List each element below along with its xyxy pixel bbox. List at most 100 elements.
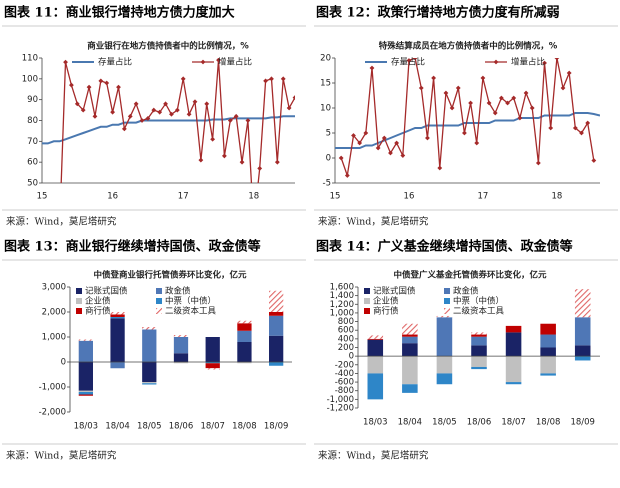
bar-segment (367, 373, 384, 400)
bar-segment (142, 382, 157, 384)
bar-segment (78, 392, 93, 395)
y-tick-label: 100 (22, 74, 38, 84)
series-line (340, 58, 595, 176)
y-tick-label: -1,000 (327, 395, 354, 405)
marker (400, 153, 406, 158)
marker (529, 105, 535, 111)
marker (180, 76, 186, 82)
bar-segment (367, 356, 384, 374)
marker (535, 160, 541, 166)
marker (245, 118, 251, 123)
bar-segment (367, 339, 384, 357)
chart-title: 特殊结算成员在地方债持债者中的比例情况，% (379, 41, 558, 52)
legend-label: 企业债 (85, 296, 111, 307)
x-tick-label: 17 (178, 192, 189, 202)
x-tick-label: 18/04 (398, 418, 423, 428)
heading: 图表 14：广义基金继续增持国债、政金债等 (316, 239, 573, 255)
marker (116, 84, 121, 90)
bar-segment (574, 289, 591, 318)
marker (257, 166, 263, 171)
marker (591, 158, 597, 163)
y-tick-label: -800 (335, 386, 354, 396)
bar-segment (402, 336, 418, 344)
bar-segment (540, 347, 556, 357)
marker (468, 100, 473, 106)
source: 来源：Wind，莫尼塔研究 (318, 450, 429, 462)
bar-segment (505, 382, 522, 385)
marker (186, 111, 192, 117)
bar-segment (367, 338, 384, 340)
y-tick-label: -200 (335, 360, 354, 370)
legend-label: 增量占比 (218, 57, 252, 68)
bar-segment (173, 337, 189, 354)
legend-swatch (364, 308, 370, 314)
bar-segment (237, 330, 252, 342)
legend-label: 政金债 (453, 286, 479, 297)
legend-label: 存量占比 (98, 57, 132, 68)
y-tick-label: 80 (27, 116, 38, 126)
bar-segment (205, 362, 220, 364)
bar-segment (173, 353, 189, 362)
marker (437, 165, 443, 171)
bar-segment (205, 363, 220, 369)
legend-swatch (76, 288, 82, 294)
bar-segment (237, 342, 252, 362)
x-tick-label: 18/06 (169, 422, 194, 432)
y-tick-label: -5 (323, 179, 331, 189)
marker (517, 115, 523, 121)
source: 来源：Wind，莫尼塔研究 (6, 216, 117, 228)
bar-segment (540, 373, 556, 376)
y-tick-label: 800 (338, 317, 354, 327)
plot (335, 58, 600, 178)
marker (104, 80, 110, 86)
marker (151, 107, 157, 113)
bar-segment (205, 337, 220, 362)
legend-label: 二级资本工具 (165, 306, 217, 317)
marker (92, 113, 98, 119)
marker (127, 113, 133, 119)
bar-segment (540, 334, 556, 348)
marker (388, 150, 393, 156)
bar-segment (574, 356, 591, 361)
bar-segment (237, 320, 252, 324)
marker (579, 130, 584, 136)
y-tick-label: 60 (27, 158, 38, 168)
y-tick-label: 0 (61, 358, 66, 368)
marker (110, 109, 116, 115)
y-tick-label: -400 (335, 369, 354, 379)
bar-segment (110, 317, 125, 319)
bar-segment (269, 312, 284, 316)
marker (239, 159, 245, 165)
legend-swatch (156, 288, 162, 294)
y-tick-label: 50 (27, 179, 38, 189)
y-tick-label: 200 (338, 343, 354, 353)
legend-label: 记账式国债 (373, 286, 416, 297)
y-tick-label: 10 (320, 104, 331, 114)
legend-swatch (444, 308, 450, 314)
series-line (335, 112, 600, 149)
marker (263, 78, 268, 84)
y-tick-label: 70 (27, 137, 38, 147)
marker (560, 85, 566, 91)
bar-segment (436, 356, 453, 374)
x-tick-label: 17 (477, 192, 488, 202)
x-tick-label: 18/09 (264, 422, 289, 432)
marker (443, 90, 449, 96)
y-tick-label: 110 (22, 54, 38, 64)
marker (286, 105, 292, 111)
bar-segment (402, 334, 418, 337)
legend-swatch (156, 308, 162, 314)
y-tick-label: -1,200 (327, 404, 354, 414)
marker (280, 76, 286, 82)
x-tick-label: 18/07 (200, 422, 225, 432)
bar-segment (237, 323, 252, 331)
bar-segment (402, 343, 418, 357)
x-tick-label: 18/03 (363, 418, 388, 428)
y-tick-label: -2,000 (39, 408, 66, 418)
marker (251, 222, 256, 227)
legend-label: 商行债 (85, 306, 111, 317)
marker (486, 100, 492, 106)
bar-segment (110, 362, 125, 369)
marker (139, 118, 145, 123)
